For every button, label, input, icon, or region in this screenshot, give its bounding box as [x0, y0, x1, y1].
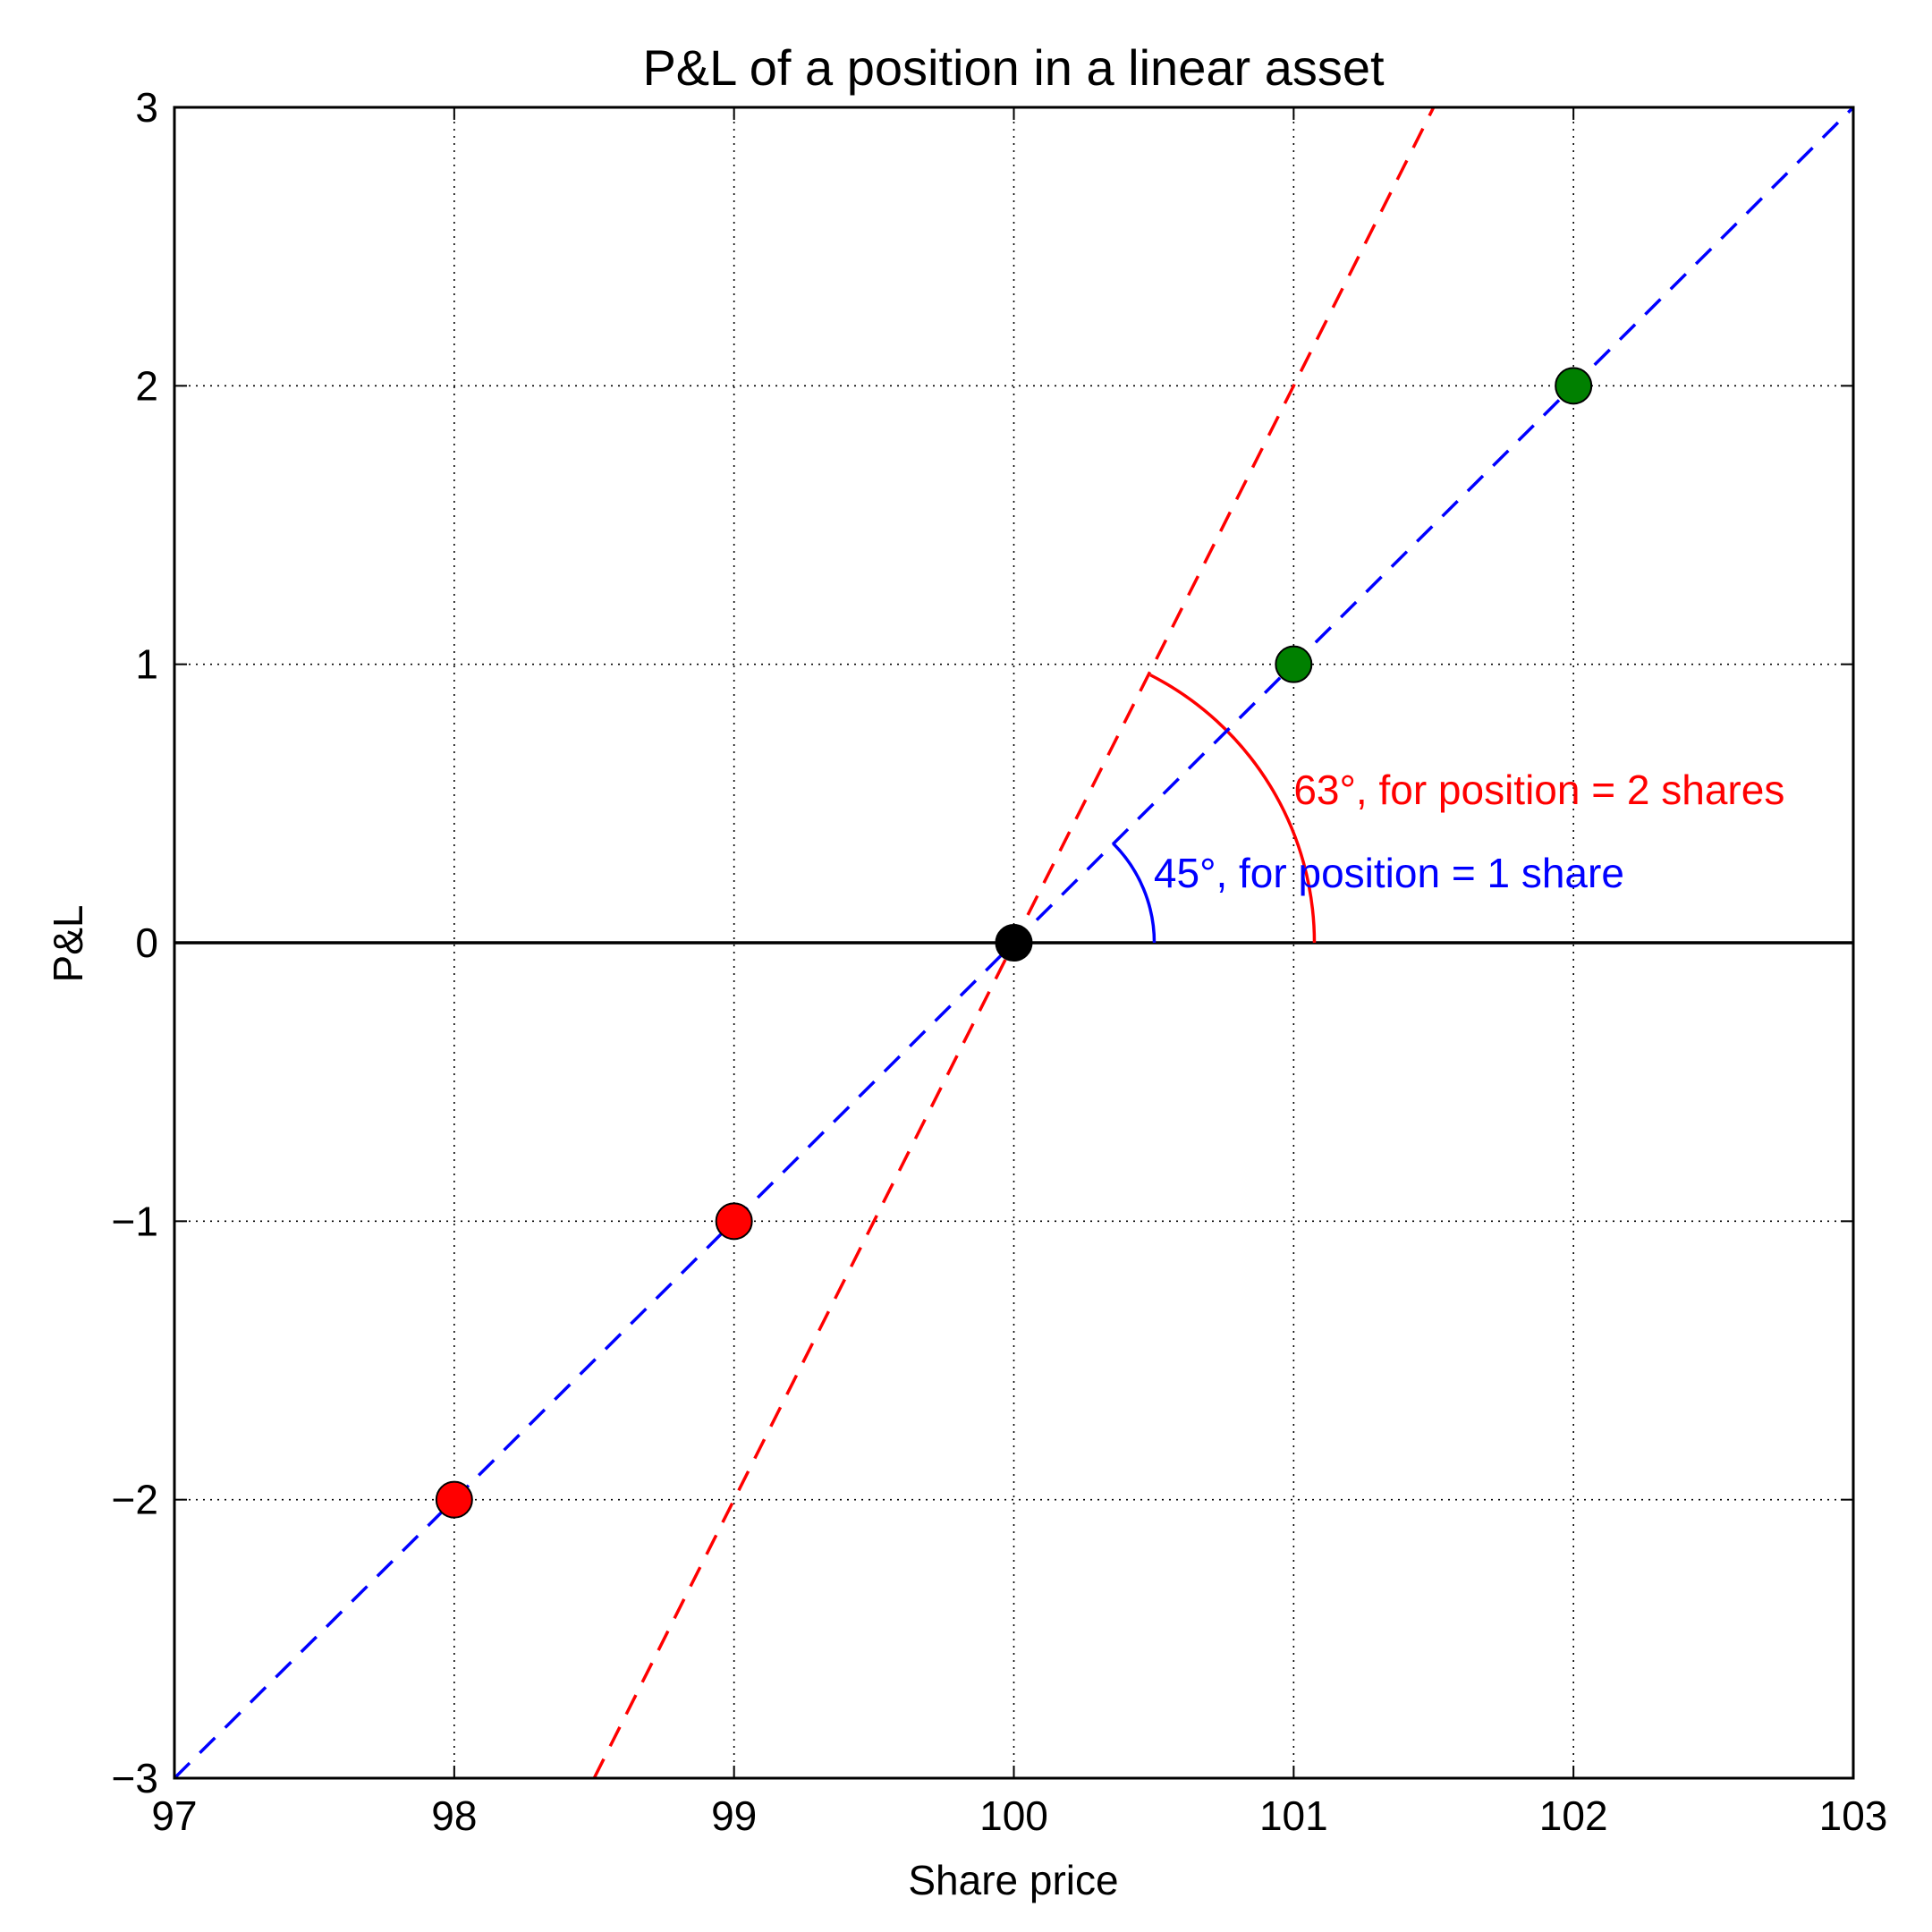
- y-tick-label: −3: [112, 1755, 158, 1801]
- x-tick-label: 100: [979, 1792, 1048, 1839]
- x-tick-label: 103: [1819, 1792, 1888, 1839]
- angle-arc: [1112, 842, 1157, 944]
- y-tick-label: 2: [135, 362, 158, 409]
- x-axis-label: Share price: [908, 1857, 1118, 1903]
- x-tick-label: 97: [151, 1792, 197, 1839]
- x-tick-label: 99: [711, 1792, 757, 1839]
- y-tick-label: 0: [135, 919, 158, 966]
- ticks: [174, 106, 1854, 1779]
- x-tick-label: 98: [431, 1792, 477, 1839]
- y-tick-label: −1: [112, 1198, 158, 1244]
- chart-title: P&L of a position in a linear asset: [642, 39, 1385, 96]
- data-point: [1275, 645, 1313, 683]
- data-point: [435, 1480, 473, 1519]
- x-tick-label: 102: [1539, 1792, 1608, 1839]
- annotation-label: 45°, for position = 1 share: [1154, 850, 1624, 896]
- tick-labels: 97 98 99 100 101 102 103 −3 −2 −1 0 1 2 3: [112, 84, 1888, 1839]
- data-point: [1555, 367, 1593, 405]
- x-tick-label: 101: [1259, 1792, 1328, 1839]
- y-tick-label: −2: [112, 1477, 158, 1523]
- annotations: 45°, for position = 1 share 63°, for posi…: [1154, 767, 1784, 896]
- data-point: [715, 1202, 753, 1241]
- points-group: [435, 367, 1593, 1519]
- y-axis-label: P&L: [45, 905, 91, 983]
- data-point: [995, 924, 1033, 962]
- angle-arc: [1149, 674, 1317, 944]
- angle-arcs: [1112, 674, 1317, 944]
- annotation-label: 63°, for position = 2 shares: [1293, 767, 1784, 813]
- y-tick-label: 1: [135, 641, 158, 688]
- y-tick-label: 3: [135, 84, 158, 131]
